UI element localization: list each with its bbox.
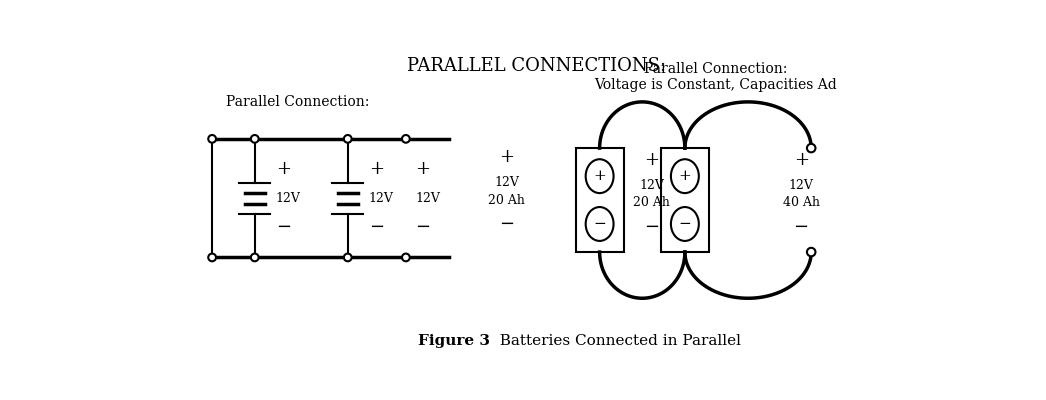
Text: Figure 3: Figure 3 xyxy=(417,334,490,348)
Circle shape xyxy=(208,135,217,143)
Bar xyxy=(661,148,709,252)
Circle shape xyxy=(402,135,410,143)
Text: −: − xyxy=(644,218,659,236)
Text: PARALLEL CONNECTIONS:: PARALLEL CONNECTIONS: xyxy=(407,57,665,75)
Text: 12V: 12V xyxy=(276,192,300,205)
Text: +: + xyxy=(276,160,291,178)
Circle shape xyxy=(806,248,816,256)
Text: +: + xyxy=(415,160,430,178)
Text: 12V: 12V xyxy=(368,192,393,205)
Circle shape xyxy=(402,254,410,261)
Text: 12V: 12V xyxy=(494,176,519,189)
Circle shape xyxy=(208,254,217,261)
Text: −: − xyxy=(499,214,515,232)
Text: +: + xyxy=(794,151,809,169)
Text: +: + xyxy=(644,151,659,169)
Text: 40 Ah: 40 Ah xyxy=(782,196,820,209)
Text: −: − xyxy=(794,218,809,236)
Text: −: − xyxy=(593,217,606,231)
Text: 12V: 12V xyxy=(415,192,440,205)
Text: −: − xyxy=(415,218,430,236)
Text: −: − xyxy=(679,217,691,231)
Circle shape xyxy=(251,135,258,143)
Text: Batteries Connected in Parallel: Batteries Connected in Parallel xyxy=(490,334,741,348)
Text: +: + xyxy=(368,160,384,178)
Text: +: + xyxy=(499,148,515,166)
Text: 12V: 12V xyxy=(789,178,814,192)
Text: 12V: 12V xyxy=(639,178,664,192)
Text: −: − xyxy=(368,218,384,236)
Text: +: + xyxy=(593,169,606,183)
Text: Parallel Connection:
Voltage is Constant, Capacities Ad: Parallel Connection: Voltage is Constant… xyxy=(594,62,837,92)
Text: +: + xyxy=(679,169,691,183)
Circle shape xyxy=(344,135,351,143)
Text: 20 Ah: 20 Ah xyxy=(488,194,525,207)
Circle shape xyxy=(344,254,351,261)
Circle shape xyxy=(251,254,258,261)
Bar xyxy=(575,148,623,252)
Text: Parallel Connection:: Parallel Connection: xyxy=(226,95,369,109)
Text: 20 Ah: 20 Ah xyxy=(633,196,670,209)
Circle shape xyxy=(806,144,816,152)
Text: −: − xyxy=(276,218,291,236)
